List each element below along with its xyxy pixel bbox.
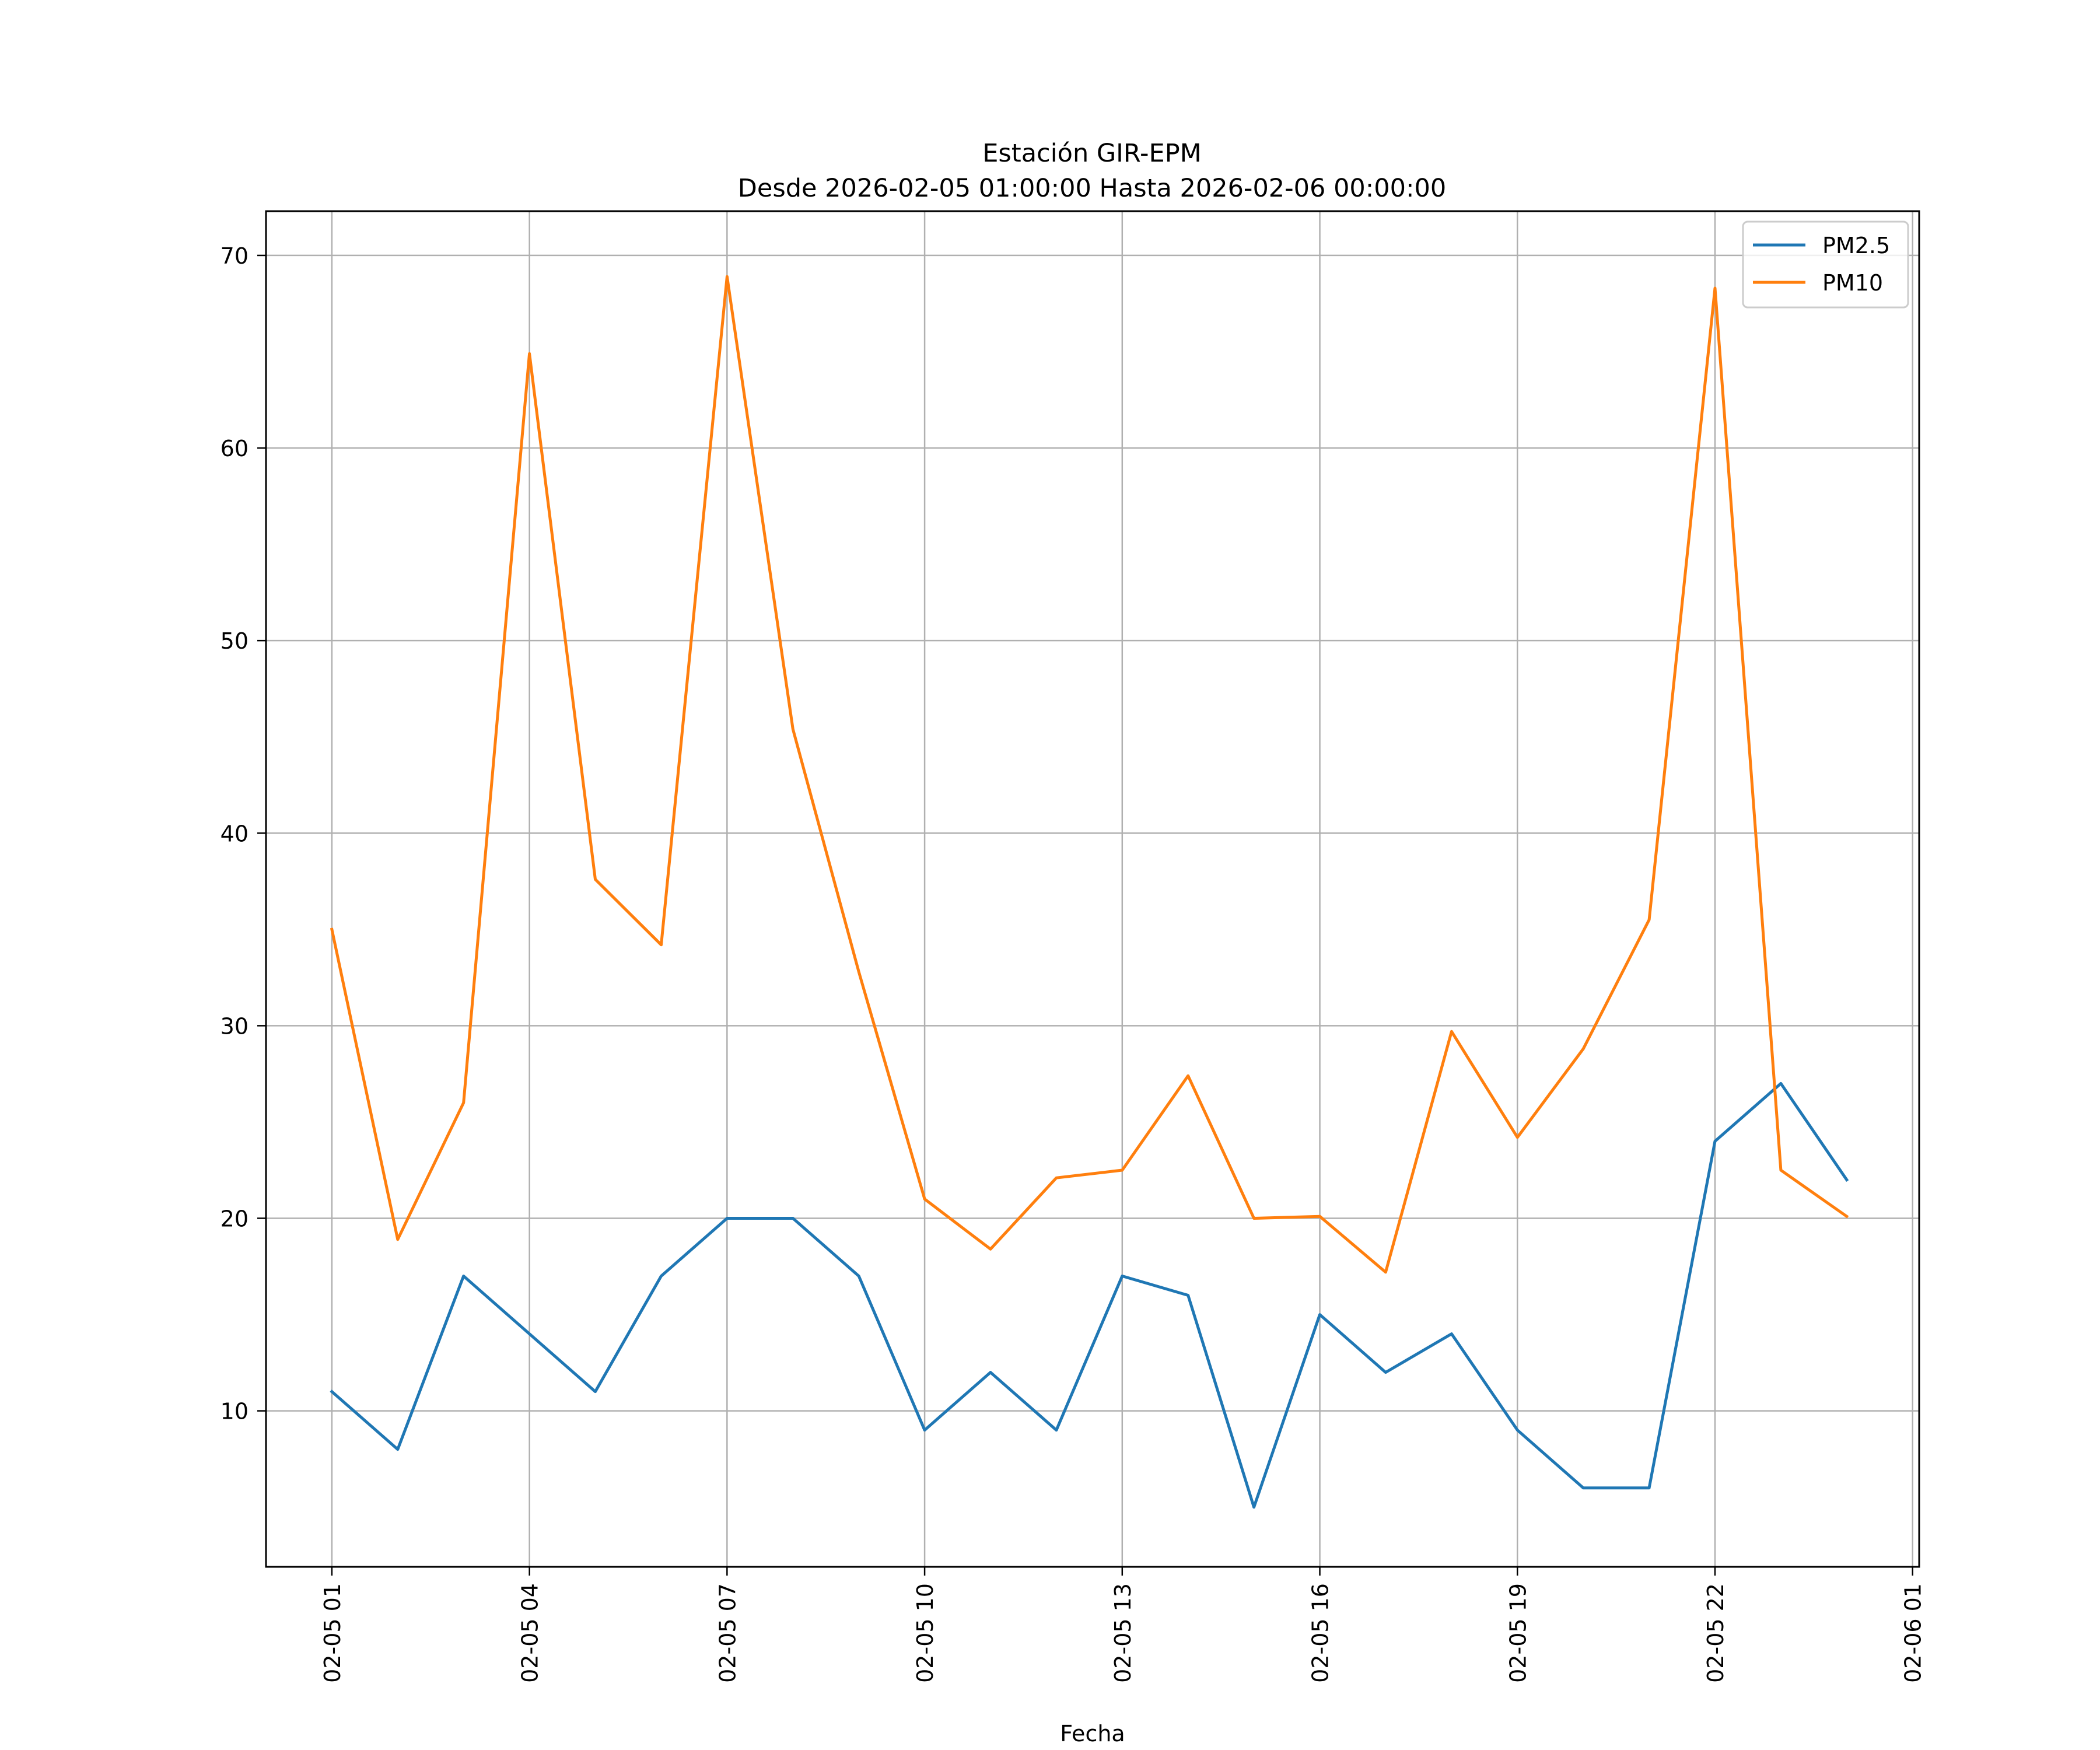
data-point-pm10 — [1186, 1073, 1191, 1078]
x-axis-label: Fecha — [1060, 1721, 1125, 1746]
data-point-pm25 — [1120, 1274, 1125, 1279]
data-point-pm10 — [1252, 1216, 1256, 1220]
data-point-pm10 — [1054, 1175, 1059, 1180]
data-point-pm25 — [1383, 1370, 1388, 1375]
data-point-pm10 — [1647, 918, 1651, 922]
x-tick-label: 02-05 16 — [1308, 1583, 1334, 1683]
legend-label-pm10: PM10 — [1822, 270, 1883, 296]
data-point-pm10 — [396, 1237, 400, 1242]
data-point-pm10 — [1713, 286, 1717, 290]
data-point-pm25 — [1054, 1428, 1059, 1433]
x-tick-label: 02-05 10 — [912, 1583, 938, 1683]
series-line-pm25 — [330, 1082, 1849, 1509]
data-point-pm25 — [593, 1390, 598, 1394]
x-tick-label: 02-05 13 — [1110, 1583, 1136, 1683]
data-point-pm25 — [461, 1274, 466, 1279]
data-point-pm10 — [1449, 1029, 1454, 1034]
data-point-pm25 — [527, 1332, 532, 1336]
data-point-pm25 — [790, 1216, 795, 1220]
y-tick-label: 10 — [220, 1399, 249, 1424]
data-point-pm10 — [790, 727, 795, 732]
data-point-pm25 — [1449, 1332, 1454, 1336]
plot-lines — [330, 274, 1849, 1510]
data-point-pm25 — [1779, 1081, 1783, 1086]
data-point-pm25 — [1186, 1293, 1191, 1298]
data-point-pm25 — [856, 1274, 861, 1279]
y-tick-label: 50 — [220, 628, 249, 654]
data-point-pm25 — [396, 1447, 400, 1452]
axis-ticks: 02-05 01 02-05 04 02-05 07 02-05 10 02-05 13… — [220, 243, 1926, 1683]
data-point-pm10 — [724, 274, 729, 279]
data-point-pm10 — [1779, 1168, 1783, 1172]
chart-title-line1: Estación GIR-EPM — [982, 139, 1201, 168]
y-tick-label: 30 — [220, 1013, 249, 1039]
data-point-pm10 — [1318, 1214, 1322, 1219]
y-tick-label: 60 — [220, 436, 249, 461]
data-point-pm10 — [1383, 1270, 1388, 1275]
data-point-pm25 — [330, 1390, 334, 1394]
chart-title-line2: Desde 2026-02-05 01:00:00 Hasta 2026-02-… — [738, 174, 1446, 203]
x-tick-label: 02-05 01 — [320, 1583, 345, 1683]
data-point-pm10 — [1120, 1168, 1125, 1172]
data-point-pm10 — [1515, 1135, 1520, 1140]
data-point-pm25 — [988, 1370, 993, 1375]
data-point-pm25 — [1647, 1486, 1651, 1490]
data-point-pm25 — [1252, 1505, 1256, 1510]
data-point-pm10 — [461, 1100, 466, 1105]
data-point-pm10 — [330, 927, 334, 932]
data-point-pm10 — [659, 943, 663, 947]
x-tick-label: 02-05 07 — [715, 1583, 740, 1683]
legend: PM2.5 PM10 — [1742, 220, 1909, 309]
grid-lines — [266, 211, 1919, 1567]
data-point-pm25 — [922, 1428, 927, 1433]
data-point-pm10 — [593, 877, 598, 881]
x-tick-label: 02-05 22 — [1703, 1583, 1728, 1683]
x-tick-label: 02-05 04 — [517, 1583, 543, 1683]
data-point-pm25 — [1515, 1428, 1520, 1433]
legend-label-pm25: PM2.5 — [1822, 233, 1890, 258]
data-point-pm10 — [527, 351, 532, 356]
data-point-pm25 — [724, 1216, 729, 1220]
data-point-pm25 — [1713, 1139, 1717, 1143]
axes-frame — [265, 210, 1920, 1568]
series-line-pm10 — [330, 275, 1849, 1274]
data-point-pm10 — [856, 970, 861, 974]
data-point-pm25 — [1845, 1177, 1849, 1182]
legend-box — [1742, 220, 1909, 309]
y-tick-label: 20 — [220, 1206, 249, 1231]
x-tick-label: 02-05 19 — [1505, 1583, 1531, 1683]
data-point-pm25 — [1318, 1312, 1322, 1317]
data-point-pm10 — [922, 1196, 927, 1201]
data-point-pm10 — [988, 1247, 993, 1251]
x-tick-label: 02-06 01 — [1901, 1583, 1926, 1683]
y-tick-label: 70 — [220, 243, 249, 269]
data-point-pm10 — [1581, 1046, 1586, 1051]
data-point-pm25 — [659, 1274, 663, 1279]
y-tick-label: 40 — [220, 821, 249, 846]
data-point-pm10 — [1845, 1214, 1849, 1219]
data-point-pm25 — [1581, 1486, 1586, 1490]
